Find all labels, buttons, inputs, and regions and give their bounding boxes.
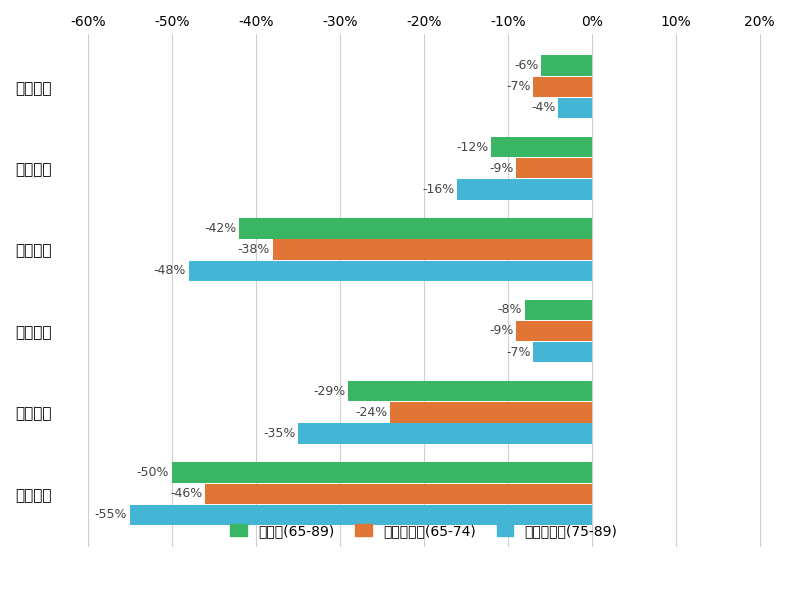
Text: -42%: -42% [204,222,237,235]
Text: -7%: -7% [506,80,530,93]
Text: -24%: -24% [355,406,388,419]
Bar [390,402,592,423]
Text: -4%: -4% [531,101,556,114]
Text: -48%: -48% [154,265,186,277]
Bar [516,321,592,341]
Bar [239,218,592,239]
Bar [348,381,592,402]
Text: -16%: -16% [422,183,455,196]
Text: -9%: -9% [490,162,514,175]
Bar [533,77,592,97]
Bar [458,179,592,199]
Bar [206,484,592,504]
Bar [542,56,592,76]
Bar [533,342,592,362]
Text: -29%: -29% [314,385,346,398]
Legend: 高齢者(65-89), 前期高齢者(65-74), 後期高齢者(75-89): 高齢者(65-89), 前期高齢者(65-74), 後期高齢者(75-89) [223,517,624,545]
Text: -6%: -6% [514,59,539,72]
Text: -50%: -50% [137,466,170,479]
Bar [491,137,592,157]
Bar [130,505,592,525]
Text: -38%: -38% [238,243,270,256]
Bar [273,239,592,260]
Bar [525,300,592,320]
Text: -9%: -9% [490,324,514,338]
Text: -35%: -35% [263,427,295,440]
Bar [298,423,592,444]
Text: -7%: -7% [506,345,530,359]
Text: -12%: -12% [456,141,489,153]
Bar [189,260,592,281]
Bar [516,158,592,178]
Text: -46%: -46% [170,487,203,500]
Bar [172,463,592,483]
Bar [558,98,592,118]
Text: -8%: -8% [498,303,522,316]
Text: -55%: -55% [94,509,127,521]
